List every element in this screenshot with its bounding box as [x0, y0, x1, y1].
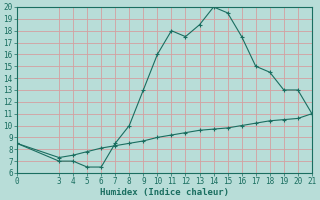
X-axis label: Humidex (Indice chaleur): Humidex (Indice chaleur)	[100, 188, 229, 197]
